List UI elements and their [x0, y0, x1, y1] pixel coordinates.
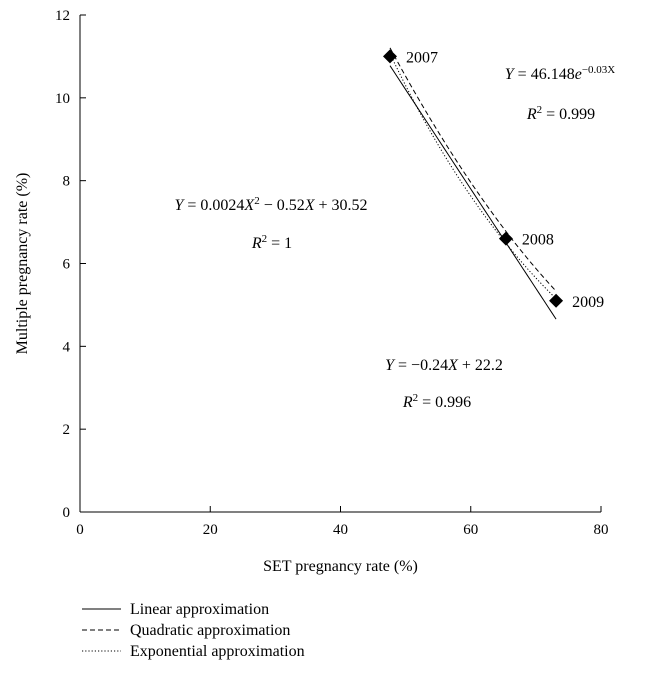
r-squared-dashed: R2 = 1	[251, 233, 292, 252]
legend-label: Quadratic approximation	[130, 622, 290, 639]
x-tick-label: 20	[203, 522, 218, 538]
legend-label: Linear approximation	[130, 601, 269, 618]
x-axis-title: SET pregnancy rate (%)	[263, 558, 418, 575]
equation-dashed: Y = 0.0024X2 − 0.52X + 30.52	[174, 195, 367, 214]
axes: 0 2 4 6 8 10 12 0 20 40 60 80 SET pregnancy rate (%)…	[14, 8, 609, 575]
point-label: 2008	[522, 232, 554, 249]
r-squared-solid: R2 = 0.996	[402, 392, 471, 411]
y-tick-label: 2	[63, 422, 71, 438]
fit-line-solid	[389, 65, 557, 320]
fit-line-dashed	[389, 47, 557, 292]
annotations: 2007 2008 2009 Y = −0.24X + 22.2 R2 = 0.996 Y…	[174, 49, 615, 411]
y-tick-label: 4	[63, 339, 71, 355]
equation-solid: Y = −0.24X + 22.2	[385, 357, 503, 374]
data-point	[498, 231, 513, 246]
legend-label: Exponential approximation	[130, 643, 305, 660]
y-axis-title: Multiple pregnancy rate (%)	[14, 173, 31, 355]
data-point	[549, 293, 564, 308]
fit-line-dotted	[389, 53, 557, 300]
y-tick-label: 0	[63, 505, 71, 521]
legend: Linear approximation Quadratic approximat…	[82, 601, 305, 660]
y-tick-label: 6	[63, 257, 71, 273]
point-label: 2007	[406, 49, 438, 66]
x-tick-label: 40	[333, 522, 348, 538]
y-tick-label: 8	[63, 174, 71, 190]
point-label: 2009	[572, 294, 604, 311]
y-tick-label: 12	[55, 8, 70, 24]
x-tick-label: 80	[594, 522, 609, 538]
x-tick-label: 0	[76, 522, 84, 538]
r-squared-dotted: R2 = 0.999	[526, 104, 595, 123]
data-markers	[382, 49, 564, 308]
data-point	[382, 49, 397, 64]
fit-curves	[389, 47, 557, 320]
y-tick-label: 10	[55, 91, 70, 107]
equation-dotted: Y = 46.148e−0.03X	[505, 64, 616, 83]
x-tick-label: 60	[463, 522, 478, 538]
